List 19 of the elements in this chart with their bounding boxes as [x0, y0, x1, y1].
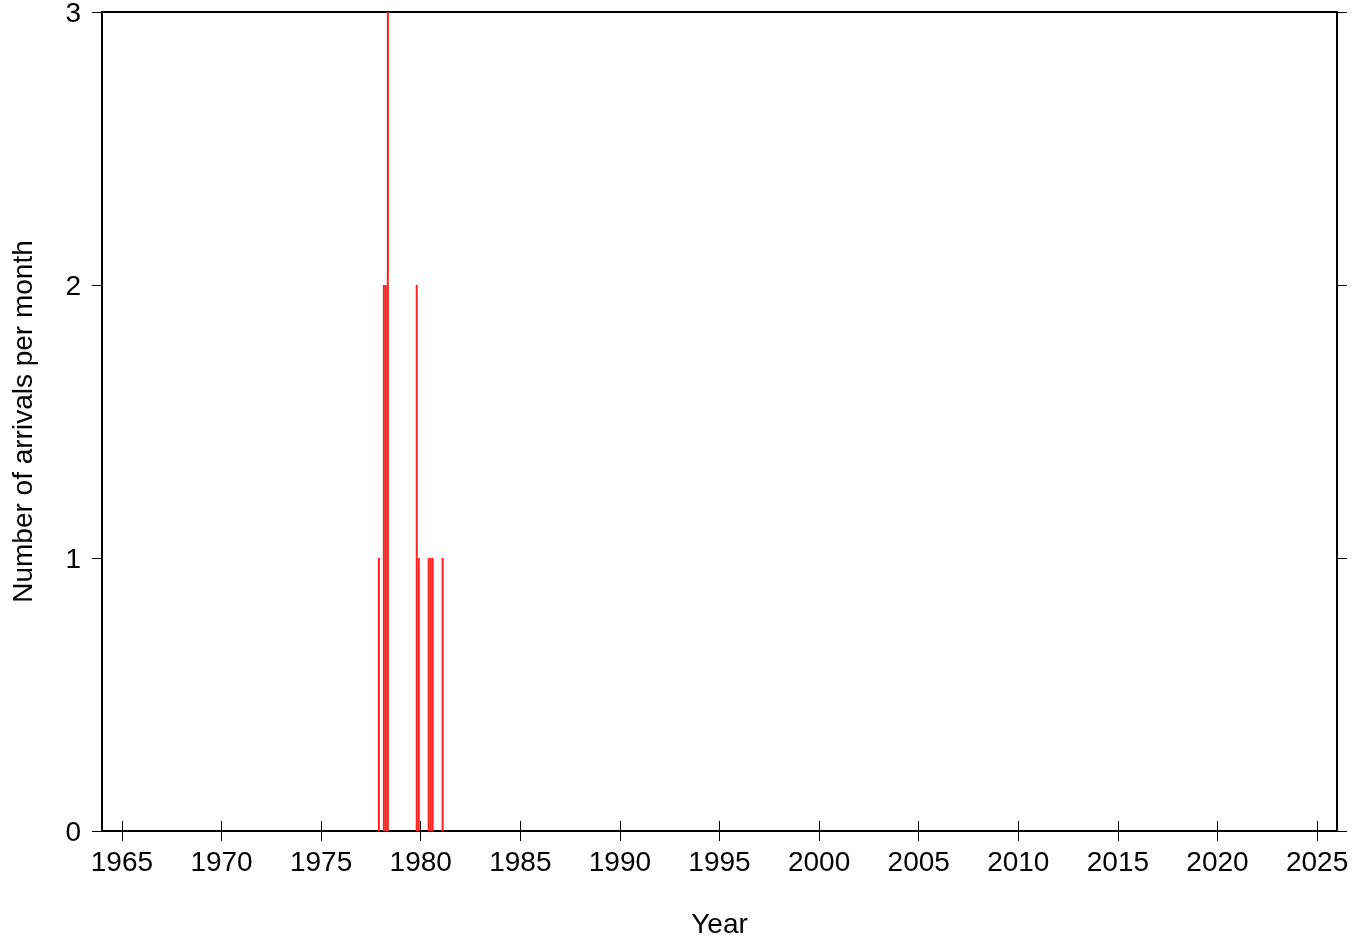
x-tick-label: 2000	[787, 845, 851, 877]
y-tick-label: 1	[65, 542, 81, 574]
x-tick-label: 1965	[90, 845, 154, 877]
x-tick-label: 1990	[588, 845, 652, 877]
x-tick-label: 2025	[1285, 845, 1349, 877]
x-tick-label: 1995	[688, 845, 751, 877]
x-tick-label: 2020	[1186, 845, 1249, 877]
x-axis-title: Year	[691, 907, 748, 939]
x-tick-label: 2015	[1086, 845, 1150, 877]
x-tick-label: 1985	[489, 845, 552, 877]
y-axis-title: Number of arrivals per month	[6, 240, 38, 603]
y-tick-label: 2	[65, 269, 81, 301]
x-tick-label: 2005	[887, 845, 950, 877]
x-tick-label: 1970	[190, 845, 253, 877]
y-tick-label: 3	[65, 0, 81, 28]
x-tick-label: 1980	[389, 845, 452, 877]
x-tick-label: 1975	[289, 845, 353, 877]
y-tick-label: 0	[65, 815, 81, 847]
x-tick-label: 2010	[987, 845, 1050, 877]
